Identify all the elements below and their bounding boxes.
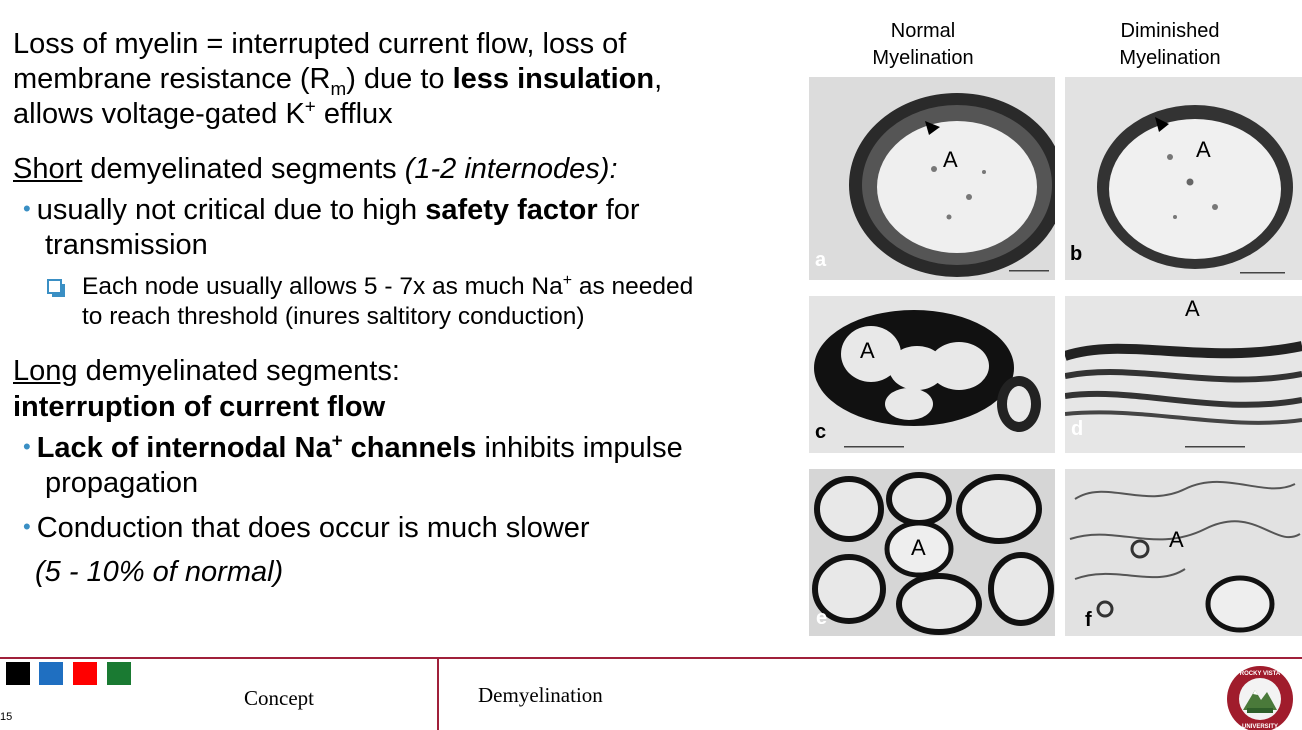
- color-swatch-green: [107, 662, 131, 685]
- svg-text:ROCKY VISTA: ROCKY VISTA: [1240, 671, 1281, 677]
- axon-label-f: A: [1169, 527, 1184, 552]
- svg-text:UNIVERSITY: UNIVERSITY: [1242, 724, 1278, 730]
- page-number: 15: [0, 711, 13, 723]
- heading-line-3: allows voltage-gated K+ efflux: [13, 95, 393, 130]
- axon-label-c: A: [860, 338, 875, 363]
- micrograph-panel-a: a A: [809, 77, 1055, 280]
- footer-topic-label: Demyelination: [478, 683, 603, 707]
- axon-label-e: A: [911, 535, 926, 560]
- interruption-heading: interruption of current flow: [13, 391, 386, 423]
- micrograph-e-image: [809, 469, 1055, 636]
- checkbox-bullet-icon: [47, 279, 65, 297]
- micrograph-panel-c: c A: [809, 296, 1055, 453]
- micrograph-d-image: [1065, 296, 1302, 453]
- sub-bullet-na-node-cont: to reach threshold (inures saltitory con…: [82, 303, 585, 330]
- bullet-safety-factor-cont: transmission: [45, 229, 208, 261]
- micrograph-panel-e: e A: [809, 469, 1055, 636]
- panel-label-e: e: [816, 607, 828, 629]
- long-segments-heading: Long demyelinated segments:: [13, 355, 400, 387]
- short-segments-heading: Short demyelinated segments (1-2 interno…: [13, 153, 618, 185]
- bullet-lack-channels-cont: propagation: [45, 467, 199, 499]
- axon-label-d: A: [1185, 296, 1200, 321]
- panel-label-a: a: [815, 249, 827, 271]
- bullet-safety-factor: • usually not critical due to high safety…: [23, 194, 640, 226]
- panel-label-f: f: [1085, 609, 1092, 631]
- micrograph-panel-b: b A: [1065, 77, 1302, 280]
- panel-label-c: c: [815, 421, 827, 443]
- footer-divider-line: [0, 657, 1302, 659]
- axon-label-a: A: [943, 147, 958, 172]
- column-header-normal: Normal Myelination: [872, 20, 974, 69]
- heading-line-1: Loss of myelin = interrupted current flo…: [13, 28, 627, 60]
- bullet-conduction-slower-cont: (5 - 10% of normal): [35, 556, 284, 588]
- micrograph-b-image: [1065, 77, 1302, 280]
- rocky-vista-logo: ROCKY VISTA UNIVERSITY: [1227, 666, 1293, 730]
- color-swatch-blue: [39, 662, 63, 685]
- axon-label-b: A: [1196, 137, 1211, 162]
- micrograph-panel-f: f A: [1065, 469, 1302, 636]
- micrograph-c-image: [809, 296, 1055, 453]
- panel-label-d: d: [1071, 418, 1084, 440]
- color-swatch-red: [73, 662, 97, 685]
- micrograph-panel-d: d A: [1065, 296, 1302, 453]
- micrograph-f-image: [1065, 469, 1302, 636]
- footer-vertical-divider: [437, 659, 439, 730]
- color-swatch-black: [6, 662, 30, 685]
- micrograph-a-image: [809, 77, 1055, 280]
- bullet-lack-channels: • Lack of internodal Na+ channels inhibit…: [23, 429, 683, 464]
- bullet-conduction-slower: • Conduction that does occur is much slow…: [23, 512, 590, 544]
- column-header-diminished: Diminished Myelination: [1119, 20, 1221, 69]
- sub-bullet-na-node: Each node usually allows 5 - 7x as much …: [82, 271, 694, 300]
- footer-concept-label: Concept: [244, 686, 314, 710]
- heading-line-2: membrane resistance (Rm) due to less ins…: [13, 63, 663, 99]
- panel-label-b: b: [1070, 243, 1083, 265]
